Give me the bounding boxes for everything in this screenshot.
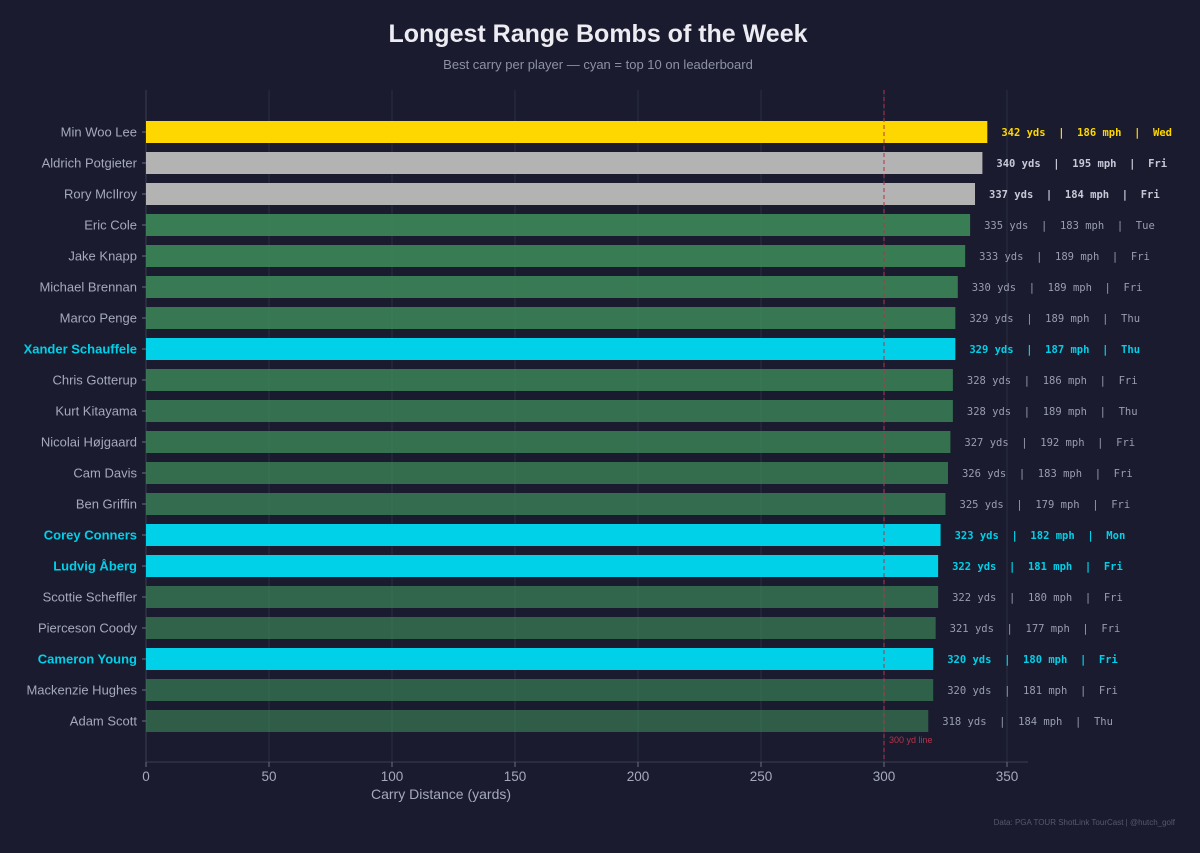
value-label: 318 yds | 184 mph | Thu <box>942 716 1113 728</box>
data-source-footer: Data: PGA TOUR ShotLink TourCast | @hutc… <box>993 818 1175 827</box>
value-label: 326 yds | 183 mph | Fri <box>962 468 1133 480</box>
bar <box>146 710 929 732</box>
bar <box>146 369 953 391</box>
x-tick-label: 350 <box>996 769 1019 784</box>
bar <box>146 679 934 701</box>
player-label: Corey Conners <box>44 528 137 543</box>
bar <box>146 524 941 546</box>
x-axis-label: Carry Distance (yards) <box>371 786 511 802</box>
player-label: Nicolai Højgaard <box>41 435 137 450</box>
chart-title: Longest Range Bombs of the Week <box>388 20 808 48</box>
player-label: Kurt Kitayama <box>55 404 137 419</box>
player-label: Rory McIlroy <box>64 187 137 202</box>
value-label: 321 yds | 177 mph | Fri <box>950 623 1121 635</box>
bar <box>146 121 988 143</box>
value-label: 327 yds | 192 mph | Fri <box>964 437 1135 449</box>
bar <box>146 214 971 236</box>
x-tick-label: 200 <box>627 769 650 784</box>
bar <box>146 338 956 360</box>
player-label: Pierceson Coody <box>38 621 137 636</box>
value-label: 329 yds | 187 mph | Thu <box>969 344 1140 356</box>
value-label: 328 yds | 189 mph | Thu <box>967 406 1138 418</box>
value-label: 323 yds | 182 mph | Mon <box>955 530 1126 542</box>
value-label: 322 yds | 181 mph | Fri <box>952 561 1123 573</box>
value-label: 320 yds | 181 mph | Fri <box>947 685 1118 697</box>
bar <box>146 307 956 329</box>
player-label: Ludvig Åberg <box>53 559 137 574</box>
bar <box>146 555 939 577</box>
bar <box>146 586 939 608</box>
x-tick-label: 100 <box>381 769 404 784</box>
player-label: Eric Cole <box>84 218 137 233</box>
chart-subtitle: Best carry per player — cyan = top 10 on… <box>443 57 753 72</box>
bar <box>146 431 951 453</box>
player-label: Chris Gotterup <box>52 373 137 388</box>
bar <box>146 617 936 639</box>
value-label: 342 yds | 186 mph | Wed <box>1001 127 1172 139</box>
value-label: 340 yds | 195 mph | Fri <box>996 158 1167 170</box>
player-label: Adam Scott <box>70 714 138 729</box>
x-tick-label: 50 <box>261 769 276 784</box>
value-label: 322 yds | 180 mph | Fri <box>952 592 1123 604</box>
x-tick-label: 150 <box>504 769 527 784</box>
value-label: 330 yds | 189 mph | Fri <box>972 282 1143 294</box>
bar <box>146 462 948 484</box>
value-label: 333 yds | 189 mph | Fri <box>979 251 1150 263</box>
value-label: 320 yds | 180 mph | Fri <box>947 654 1118 666</box>
bar <box>146 152 983 174</box>
value-label: 328 yds | 186 mph | Fri <box>967 375 1138 387</box>
bar <box>146 400 953 422</box>
bar <box>146 493 946 515</box>
player-label: Min Woo Lee <box>61 125 137 140</box>
value-label: 329 yds | 189 mph | Thu <box>969 313 1140 325</box>
player-label: Mackenzie Hughes <box>26 683 137 698</box>
player-label: Jake Knapp <box>68 249 137 264</box>
bar <box>146 183 976 205</box>
player-label: Xander Schauffele <box>24 342 137 357</box>
value-label: 337 yds | 184 mph | Fri <box>989 189 1160 201</box>
x-tick-label: 300 <box>873 769 896 784</box>
player-label: Ben Griffin <box>76 497 137 512</box>
player-label: Michael Brennan <box>39 280 137 295</box>
value-label: 325 yds | 179 mph | Fri <box>960 499 1131 511</box>
player-label: Cameron Young <box>38 652 137 667</box>
bar <box>146 648 934 670</box>
player-label: Scottie Scheffler <box>43 590 138 605</box>
player-label: Cam Davis <box>73 466 137 481</box>
player-label: Marco Penge <box>60 311 137 326</box>
x-tick-label: 250 <box>750 769 773 784</box>
x-tick-label: 0 <box>142 769 150 784</box>
bar <box>146 276 958 298</box>
bar <box>146 245 966 267</box>
reference-line-label: 300 yd line <box>889 735 933 745</box>
value-label: 335 yds | 183 mph | Tue <box>984 220 1155 232</box>
player-label: Aldrich Potgieter <box>42 156 138 171</box>
